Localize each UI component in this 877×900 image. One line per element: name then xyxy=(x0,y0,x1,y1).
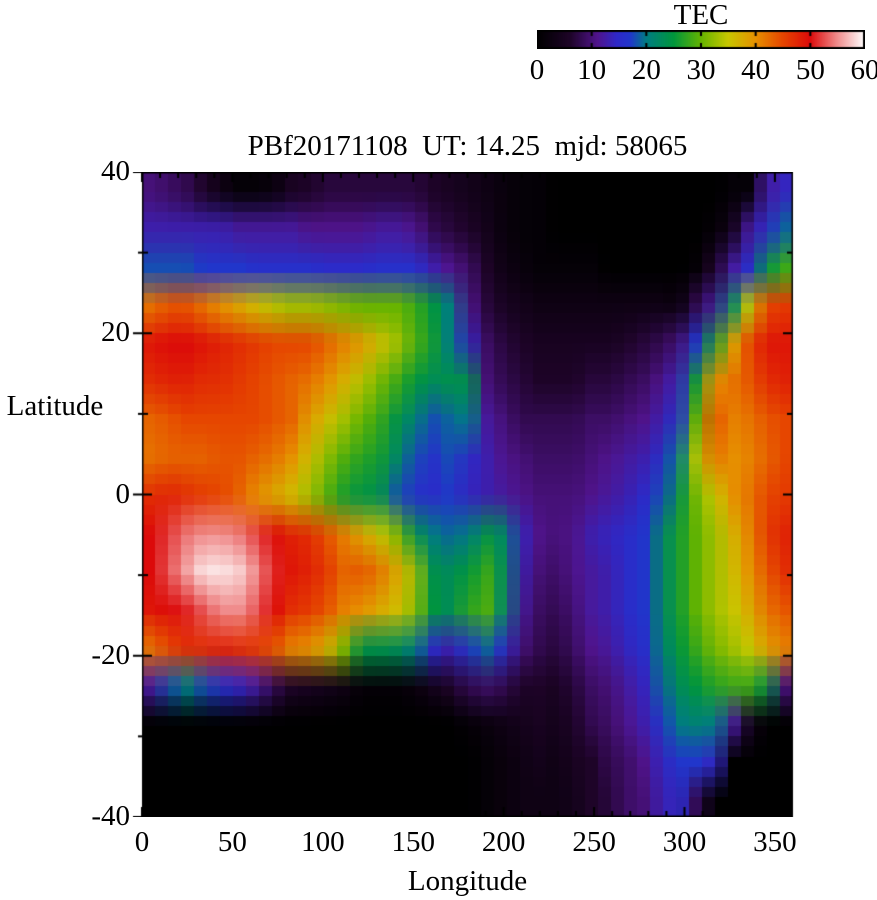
x-tick-label: 200 xyxy=(481,826,526,858)
y-tick-label: 0 xyxy=(115,477,131,510)
y-axis-title: Latitude xyxy=(6,390,104,422)
x-tick-label: 350 xyxy=(753,826,797,858)
colorbar-tick-label: 60 xyxy=(850,54,877,86)
colorbar-tick-label: 0 xyxy=(529,54,545,86)
x-axis-title: Longitude xyxy=(407,865,528,897)
x-tick-label: 250 xyxy=(572,826,616,858)
colorbar-tick-label: 30 xyxy=(686,54,716,86)
y-tick-label: 20 xyxy=(101,316,130,349)
colorbar-title: TEC xyxy=(673,0,729,31)
y-tick-label: -20 xyxy=(91,638,130,671)
x-tick-label: 50 xyxy=(217,826,247,858)
x-tick-label: 0 xyxy=(134,826,150,858)
colorbar-tick-label: 40 xyxy=(741,54,771,86)
colorbar-tick-label: 10 xyxy=(577,54,607,86)
tec-heatmap xyxy=(128,172,807,817)
plot-title: PBf20171108 UT: 14.25 mjd: 58065 xyxy=(247,130,688,162)
x-tick-label: 300 xyxy=(662,826,707,858)
colorbar-gradient xyxy=(537,30,865,49)
x-tick-label: 150 xyxy=(391,826,436,858)
colorbar-tick-label: 20 xyxy=(631,54,661,86)
y-tick-label: -40 xyxy=(91,800,130,832)
y-tick-label: 40 xyxy=(101,155,130,187)
x-tick-label: 100 xyxy=(301,826,345,858)
colorbar-tick-label: 50 xyxy=(795,54,825,86)
